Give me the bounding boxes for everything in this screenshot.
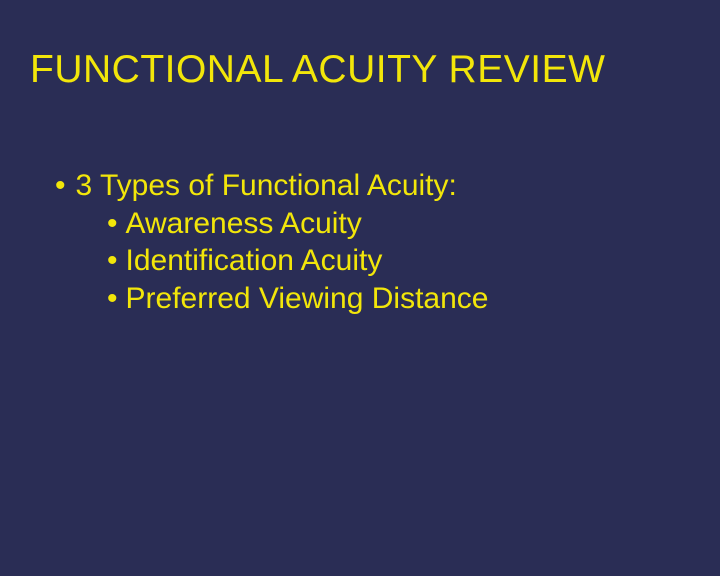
slide-title: FUNCTIONAL ACUITY REVIEW xyxy=(0,0,720,92)
bullet-icon: • xyxy=(107,205,118,243)
bullet-text: Preferred Viewing Distance xyxy=(126,280,680,318)
bullet-icon: • xyxy=(55,167,66,205)
bullet-icon: • xyxy=(107,242,118,280)
bullet-icon: • xyxy=(107,280,118,318)
bullet-text: Awareness Acuity xyxy=(126,205,680,243)
bullet-level2: • Identification Acuity xyxy=(107,242,680,280)
bullet-text: 3 Types of Functional Acuity: xyxy=(76,167,680,205)
bullet-level2: • Preferred Viewing Distance xyxy=(107,280,680,318)
bullet-level2: • Awareness Acuity xyxy=(107,205,680,243)
bullet-text: Identification Acuity xyxy=(126,242,680,280)
slide: FUNCTIONAL ACUITY REVIEW • 3 Types of Fu… xyxy=(0,0,720,576)
bullet-level1: • 3 Types of Functional Acuity: xyxy=(55,167,680,205)
slide-body: • 3 Types of Functional Acuity: • Awaren… xyxy=(0,92,720,317)
